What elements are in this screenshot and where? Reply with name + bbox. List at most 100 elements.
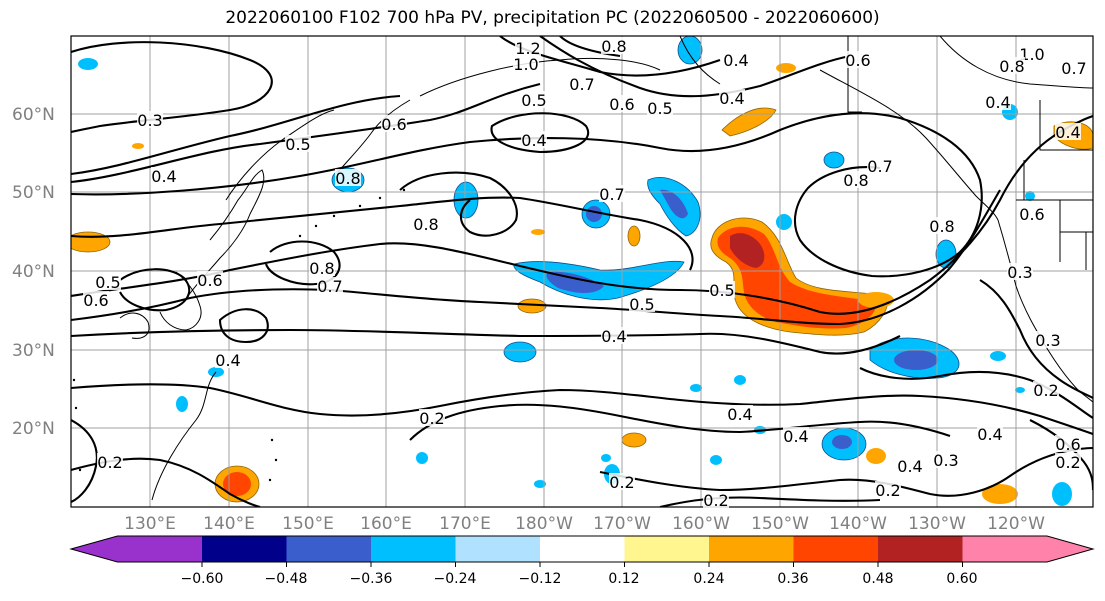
contour-label-bg (1019, 205, 1045, 222)
contour-label-bg (137, 111, 163, 128)
contour-label: 0.4 (151, 167, 176, 186)
contour-label: 0.6 (609, 95, 634, 114)
colorbar-tick-label: 0.12 (608, 571, 640, 587)
colorbar-swatch (540, 536, 625, 562)
colorbar-extend-max (1047, 536, 1093, 562)
lat-label: 40°N (12, 262, 55, 282)
contour-label-bg (513, 55, 539, 72)
contour-label: 0.5 (647, 99, 672, 118)
contour-label-bg (609, 95, 635, 112)
contour-label: 0.4 (723, 51, 748, 70)
contour-label-bg (601, 327, 627, 344)
contour-label-bg (1007, 263, 1033, 280)
contour-label-bg (381, 115, 407, 132)
colorbar-tick-label: 0.36 (777, 571, 809, 587)
lon-label: 150°W (751, 514, 809, 534)
pv-contours (71, 36, 1093, 507)
contour-label: 1.2 (515, 39, 540, 58)
contour-label: 0.2 (609, 473, 634, 492)
plot-frame (70, 35, 1094, 508)
contour-label: 0.6 (83, 291, 108, 310)
lon-label: 120°W (987, 514, 1045, 534)
contour-label-bg (515, 39, 541, 56)
contour-label-bg (1055, 453, 1081, 470)
contour-label: 0.8 (843, 171, 868, 190)
lat-label: 60°N (12, 105, 55, 125)
colorbar-extend-min (71, 536, 118, 562)
contour-label-bg (1055, 123, 1081, 140)
contour-label: 0.4 (783, 427, 808, 446)
contour-label: 0.4 (897, 457, 922, 476)
colorbar-tick-label: 0.24 (693, 571, 725, 587)
contour-label-bg (285, 135, 311, 152)
contour-label: 0.6 (845, 51, 870, 70)
contour-label-bg (985, 93, 1011, 110)
lon-label: 140°E (203, 514, 255, 534)
contour-label-bg (1035, 331, 1061, 348)
contour-label: 0.7 (599, 185, 624, 204)
contour-label-bg (95, 273, 121, 290)
contour-label: 0.3 (1007, 263, 1032, 282)
colorbar-tick-label: −0.36 (349, 571, 393, 587)
contour-label: 0.7 (867, 157, 892, 176)
lon-label: 160°E (360, 514, 412, 534)
lon-label: 160°W (672, 514, 730, 534)
contour-label: 0.8 (929, 217, 954, 236)
coastlines (119, 36, 1093, 501)
contour-label-bg (999, 57, 1025, 74)
contour-label: 0.8 (309, 259, 334, 278)
contour-label: 0.5 (521, 91, 546, 110)
contour-label-bg (727, 405, 753, 422)
contour-label-bg (875, 481, 901, 498)
contour-label-bg (647, 99, 673, 116)
contour-label-bg (1061, 59, 1087, 76)
contour-label-bg (197, 271, 223, 288)
contour-label: 0.5 (285, 135, 310, 154)
contour-label-bg (521, 91, 547, 108)
contour-label-bg (709, 281, 735, 298)
colorbar (69, 535, 1095, 567)
colorbar-swatch (878, 536, 963, 562)
contour-label-bg (845, 51, 871, 68)
contour-label: 0.6 (381, 115, 406, 134)
contour-label: 0.2 (97, 453, 122, 472)
colorbar-swatch (624, 536, 710, 562)
colorbar-tick-label: −0.24 (433, 571, 477, 587)
contour-label: 0.2 (875, 481, 900, 500)
lon-label: 130°E (124, 514, 176, 534)
contour-label: 0.4 (521, 131, 546, 150)
contour-label: 0.3 (1035, 331, 1060, 350)
contour-label-bg (1033, 381, 1059, 398)
colorbar-tick-label: −0.12 (518, 571, 562, 587)
contour-label-bg (309, 259, 335, 276)
contour-label-bg (723, 51, 749, 68)
contour-label-bg (599, 185, 625, 202)
colorbar-swatch (962, 536, 1048, 562)
contour-label-bg (335, 169, 361, 186)
contour-label: 0.7 (317, 277, 342, 296)
contour-label: 0.7 (569, 75, 594, 94)
lat-label: 20°N (12, 419, 55, 439)
contour-labels: 1.21.00.80.70.60.50.40.50.40.40.6 1.00.8 0… (83, 37, 1087, 510)
contour-label-bg (83, 291, 109, 308)
map-title: 2022060100 F102 700 hPa PV, precipitatio… (225, 8, 880, 28)
colorbar-swatch (793, 536, 879, 562)
contour-label-bg (719, 89, 745, 106)
contour-label-bg (897, 457, 923, 474)
contour-label: 0.2 (1055, 453, 1080, 472)
contour-label: 0.4 (719, 89, 744, 108)
contour-label: 1.0 (513, 55, 538, 74)
lat-label: 50°N (12, 183, 55, 203)
contour-label-bg (843, 171, 869, 188)
contour-label-bg (97, 453, 123, 470)
contour-label: 0.4 (977, 425, 1002, 444)
contour-label: 0.8 (335, 169, 360, 188)
contour-label-bg (609, 473, 635, 490)
colorbar-outline (69, 535, 1095, 563)
colorbar-tick-label: 0.48 (862, 571, 894, 587)
contour-label-bg (783, 427, 809, 444)
contour-label: 0.4 (985, 93, 1010, 112)
colorbar-swatch (202, 536, 287, 562)
contour-label-bg (151, 167, 177, 184)
contour-label: 0.5 (709, 281, 734, 300)
